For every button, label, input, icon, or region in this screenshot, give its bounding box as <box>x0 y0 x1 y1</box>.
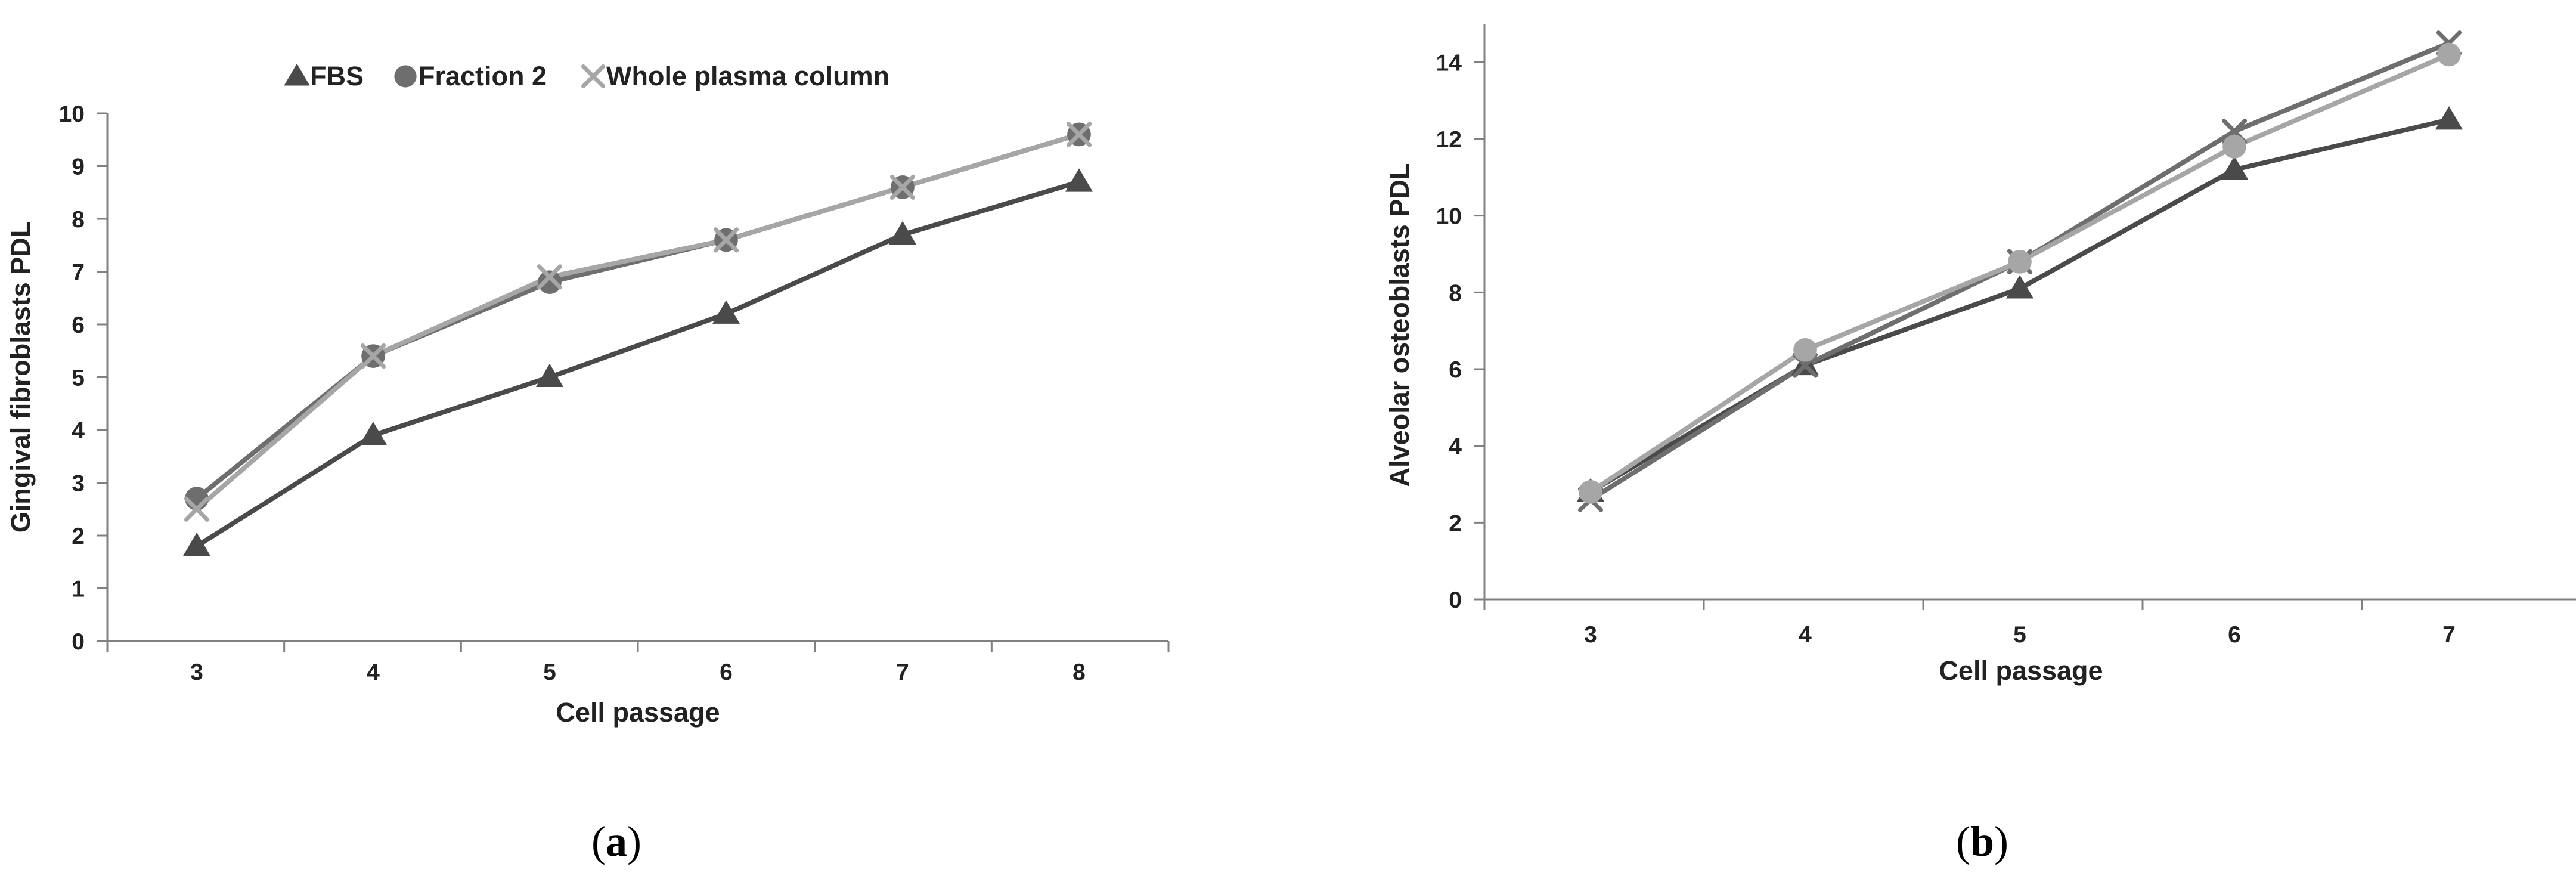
data-point-whole-plasma-column <box>2437 42 2461 67</box>
data-point-whole-plasma-column <box>184 496 210 522</box>
data-point-whole-plasma-column <box>713 227 739 253</box>
legend-marker-whole-plasma-column <box>581 64 605 88</box>
data-point-fbs <box>2220 156 2249 180</box>
y-tick-label: 6 <box>72 312 85 338</box>
y-tick-label: 4 <box>72 418 85 444</box>
y-tick-label: 2 <box>72 524 85 549</box>
y-tick-label: 0 <box>1449 587 1462 613</box>
y-tick-label: 3 <box>72 471 85 497</box>
legend-item-fbs: FBS <box>284 61 364 91</box>
y-tick-label: 0 <box>72 629 85 655</box>
y-axis-label: Gingival fibroblasts PDL <box>5 221 36 533</box>
legend-marker-fraction-2 <box>394 65 417 88</box>
data-point-fbs <box>1065 168 1093 192</box>
series-line-whole-plasma-column <box>195 132 1080 511</box>
legend-label-whole-plasma-column: Whole plasma column <box>606 61 889 91</box>
y-tick-label: 8 <box>1449 280 1462 306</box>
data-point-fbs <box>359 422 388 445</box>
legend-label-fbs: FBS <box>310 61 364 91</box>
legend-item-whole-plasma-column: Whole plasma column <box>581 61 889 91</box>
y-tick-label: 5 <box>72 366 85 391</box>
chart-gingival-fibroblasts: 0 1 2 3 4 5 6 7 8 9 10 3 4 5 6 7 8 Cell passage Gingival f… <box>5 61 1170 728</box>
legend: FBS Fraction 2 Whole plasma column <box>284 61 889 91</box>
legend-item-fraction-2: Fraction 2 <box>394 61 547 91</box>
data-point-whole-plasma-column <box>1579 480 1602 504</box>
y-tick-label: 14 <box>1436 50 1462 76</box>
x-tick-label: 7 <box>896 660 909 685</box>
data-point-fbs <box>2435 106 2463 130</box>
x-tick-label: 4 <box>1799 622 1812 648</box>
chart-alveolar-osteoblasts: 0 2 4 6 8 10 12 14 3 4 5 6 7 Cell passage Alveolar ost… <box>1384 24 2576 686</box>
y-axis-label: Alveolar osteoblasts PDL <box>1384 163 1415 487</box>
x-tick-label: 3 <box>190 660 203 685</box>
data-point-whole-plasma-column <box>1066 122 1092 147</box>
data-point-whole-plasma-column <box>2008 250 2032 274</box>
data-point-fraction-2 <box>538 270 562 295</box>
legend-marker-fbs <box>284 63 310 86</box>
y-tick-label: 4 <box>1449 434 1462 460</box>
data-point-whole-plasma-column <box>889 174 916 200</box>
y-tick-label: 10 <box>1436 204 1462 230</box>
x-axis-label: Cell passage <box>556 697 720 728</box>
y-tick-label: 1 <box>72 577 85 602</box>
legend-label-fraction-2: Fraction 2 <box>419 61 547 91</box>
series-line-fbs <box>1589 117 2450 494</box>
data-point-fbs <box>182 532 211 556</box>
y-tick-label: 12 <box>1436 127 1462 153</box>
x-tick-label: 6 <box>2228 622 2241 648</box>
data-point-whole-plasma-column <box>1793 338 1817 362</box>
y-tick-label: 8 <box>72 207 85 233</box>
x-axis-label: Cell passage <box>1939 655 2103 686</box>
y-tick-label: 2 <box>1449 510 1462 536</box>
data-point-fbs <box>712 300 740 324</box>
y-tick-label: 10 <box>59 101 85 127</box>
x-tick-label: 5 <box>2013 622 2026 648</box>
series-line-fraction-2 <box>195 132 1080 501</box>
y-tick-label: 6 <box>1449 357 1462 383</box>
x-tick-label: 3 <box>1584 622 1597 648</box>
data-point-whole-plasma-column <box>537 264 563 290</box>
y-tick-label: 9 <box>72 154 85 180</box>
data-point-fbs <box>535 363 564 388</box>
x-tick-label: 4 <box>367 660 380 685</box>
data-point-whole-plasma-column <box>360 343 386 369</box>
x-tick-label: 5 <box>543 660 556 685</box>
panel-label-a: (a) <box>591 818 641 865</box>
panel-label-b: (b) <box>1956 818 2008 865</box>
series-line-fbs <box>195 180 1080 549</box>
data-point-fbs <box>2005 275 2034 299</box>
x-tick-label: 6 <box>720 660 733 685</box>
data-point-fbs <box>888 221 917 245</box>
x-tick-label: 8 <box>1072 660 1086 685</box>
data-point-whole-plasma-column <box>2222 135 2246 159</box>
x-tick-label: 7 <box>2442 622 2456 648</box>
y-tick-label: 7 <box>72 260 85 286</box>
